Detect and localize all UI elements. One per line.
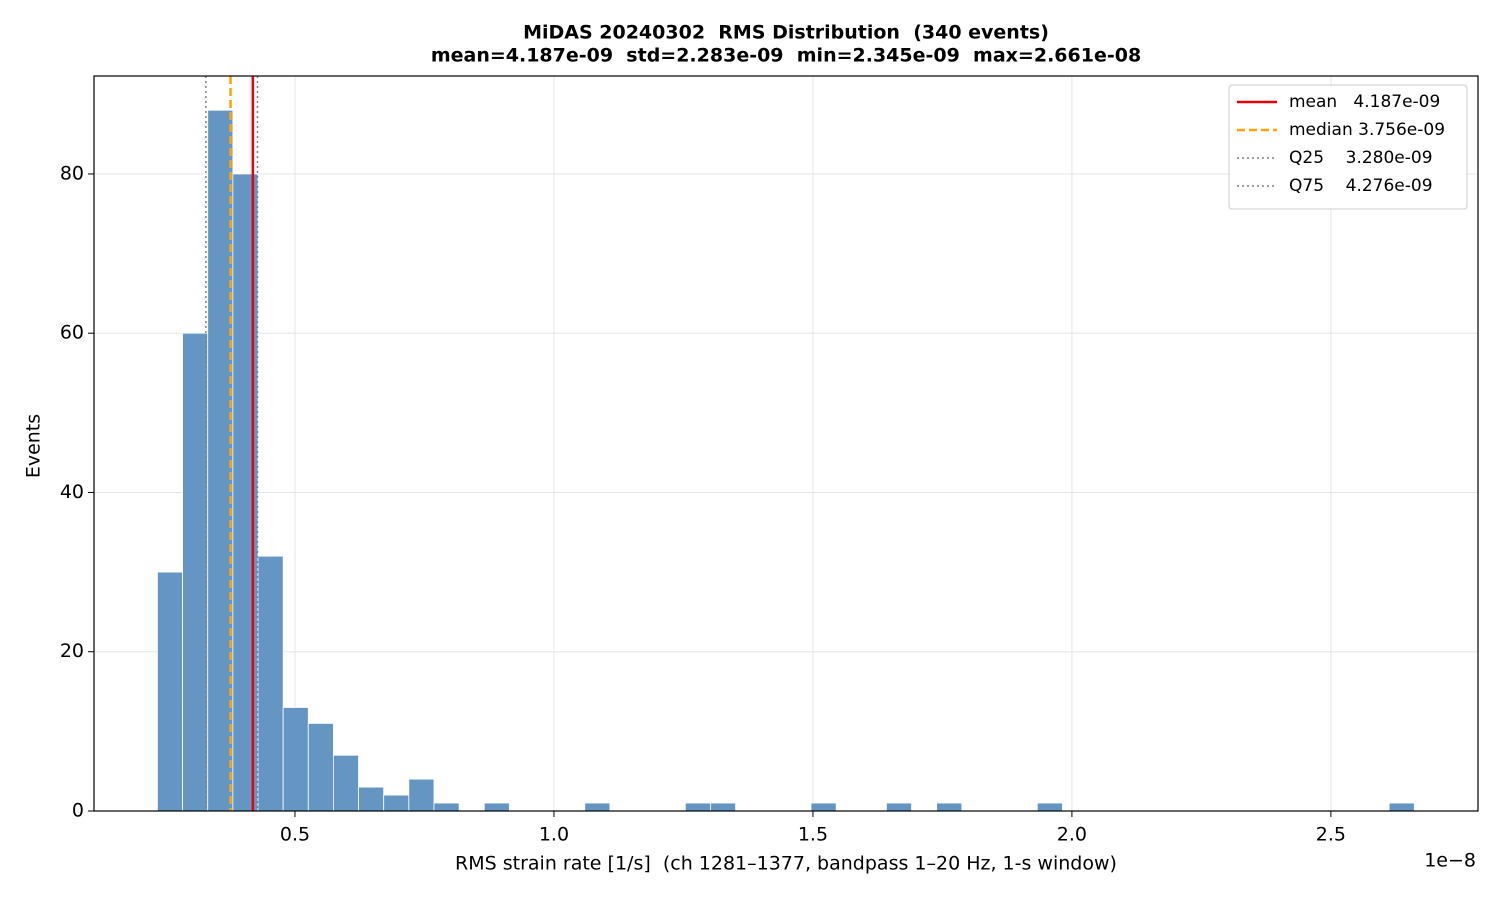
legend-label: mean 4.187e-09 — [1289, 92, 1440, 112]
x-tick-label: 1.5 — [798, 824, 828, 846]
bar — [483, 802, 510, 812]
bar — [383, 794, 410, 812]
y-axis-label: Events — [23, 414, 45, 478]
bar — [684, 802, 711, 812]
legend-label: Q25 3.280e-09 — [1289, 148, 1433, 168]
x-axis-label: RMS strain rate [1/s] (ch 1281–1377, ban… — [455, 853, 1117, 875]
bar — [710, 802, 737, 812]
y-tick-label: 0 — [72, 800, 84, 822]
legend-box — [1228, 84, 1468, 210]
y-tick-label: 60 — [60, 322, 84, 344]
bar — [282, 707, 309, 812]
bar — [936, 802, 963, 812]
bar — [408, 778, 435, 812]
x-tick-label: 2.0 — [1057, 824, 1087, 846]
bar — [886, 802, 912, 812]
bar — [307, 723, 334, 812]
bar — [584, 802, 611, 812]
chart-subtitle: mean=4.187e-09 std=2.283e-09 min=2.345e-… — [431, 45, 1141, 67]
legend-label: Q75 4.276e-09 — [1289, 176, 1433, 196]
y-tick-label: 40 — [60, 481, 84, 503]
x-tick-label: 2.5 — [1316, 824, 1346, 846]
x-offset-label: 1e−8 — [1424, 850, 1476, 872]
bar — [207, 109, 234, 812]
x-tick-label: 1.0 — [539, 824, 569, 846]
chart-title: MiDAS 20240302 RMS Distribution (340 eve… — [523, 22, 1049, 44]
legend: mean 4.187e-09 median 3.756e-09 Q25 3.280e… — [1228, 84, 1468, 210]
y-tick-label: 80 — [60, 162, 84, 184]
x-tick-label: 0.5 — [280, 824, 310, 846]
bar — [157, 571, 183, 812]
bar — [358, 786, 385, 812]
bar — [1036, 802, 1063, 812]
plot-frame — [93, 75, 1479, 812]
bar — [333, 754, 359, 812]
bar — [232, 173, 259, 812]
bar — [433, 802, 460, 812]
bar — [810, 802, 837, 812]
bar — [1388, 802, 1415, 812]
bar — [182, 332, 209, 812]
bar — [257, 555, 284, 812]
legend-label: median 3.756e-09 — [1289, 120, 1445, 140]
y-tick-label: 20 — [60, 640, 84, 662]
